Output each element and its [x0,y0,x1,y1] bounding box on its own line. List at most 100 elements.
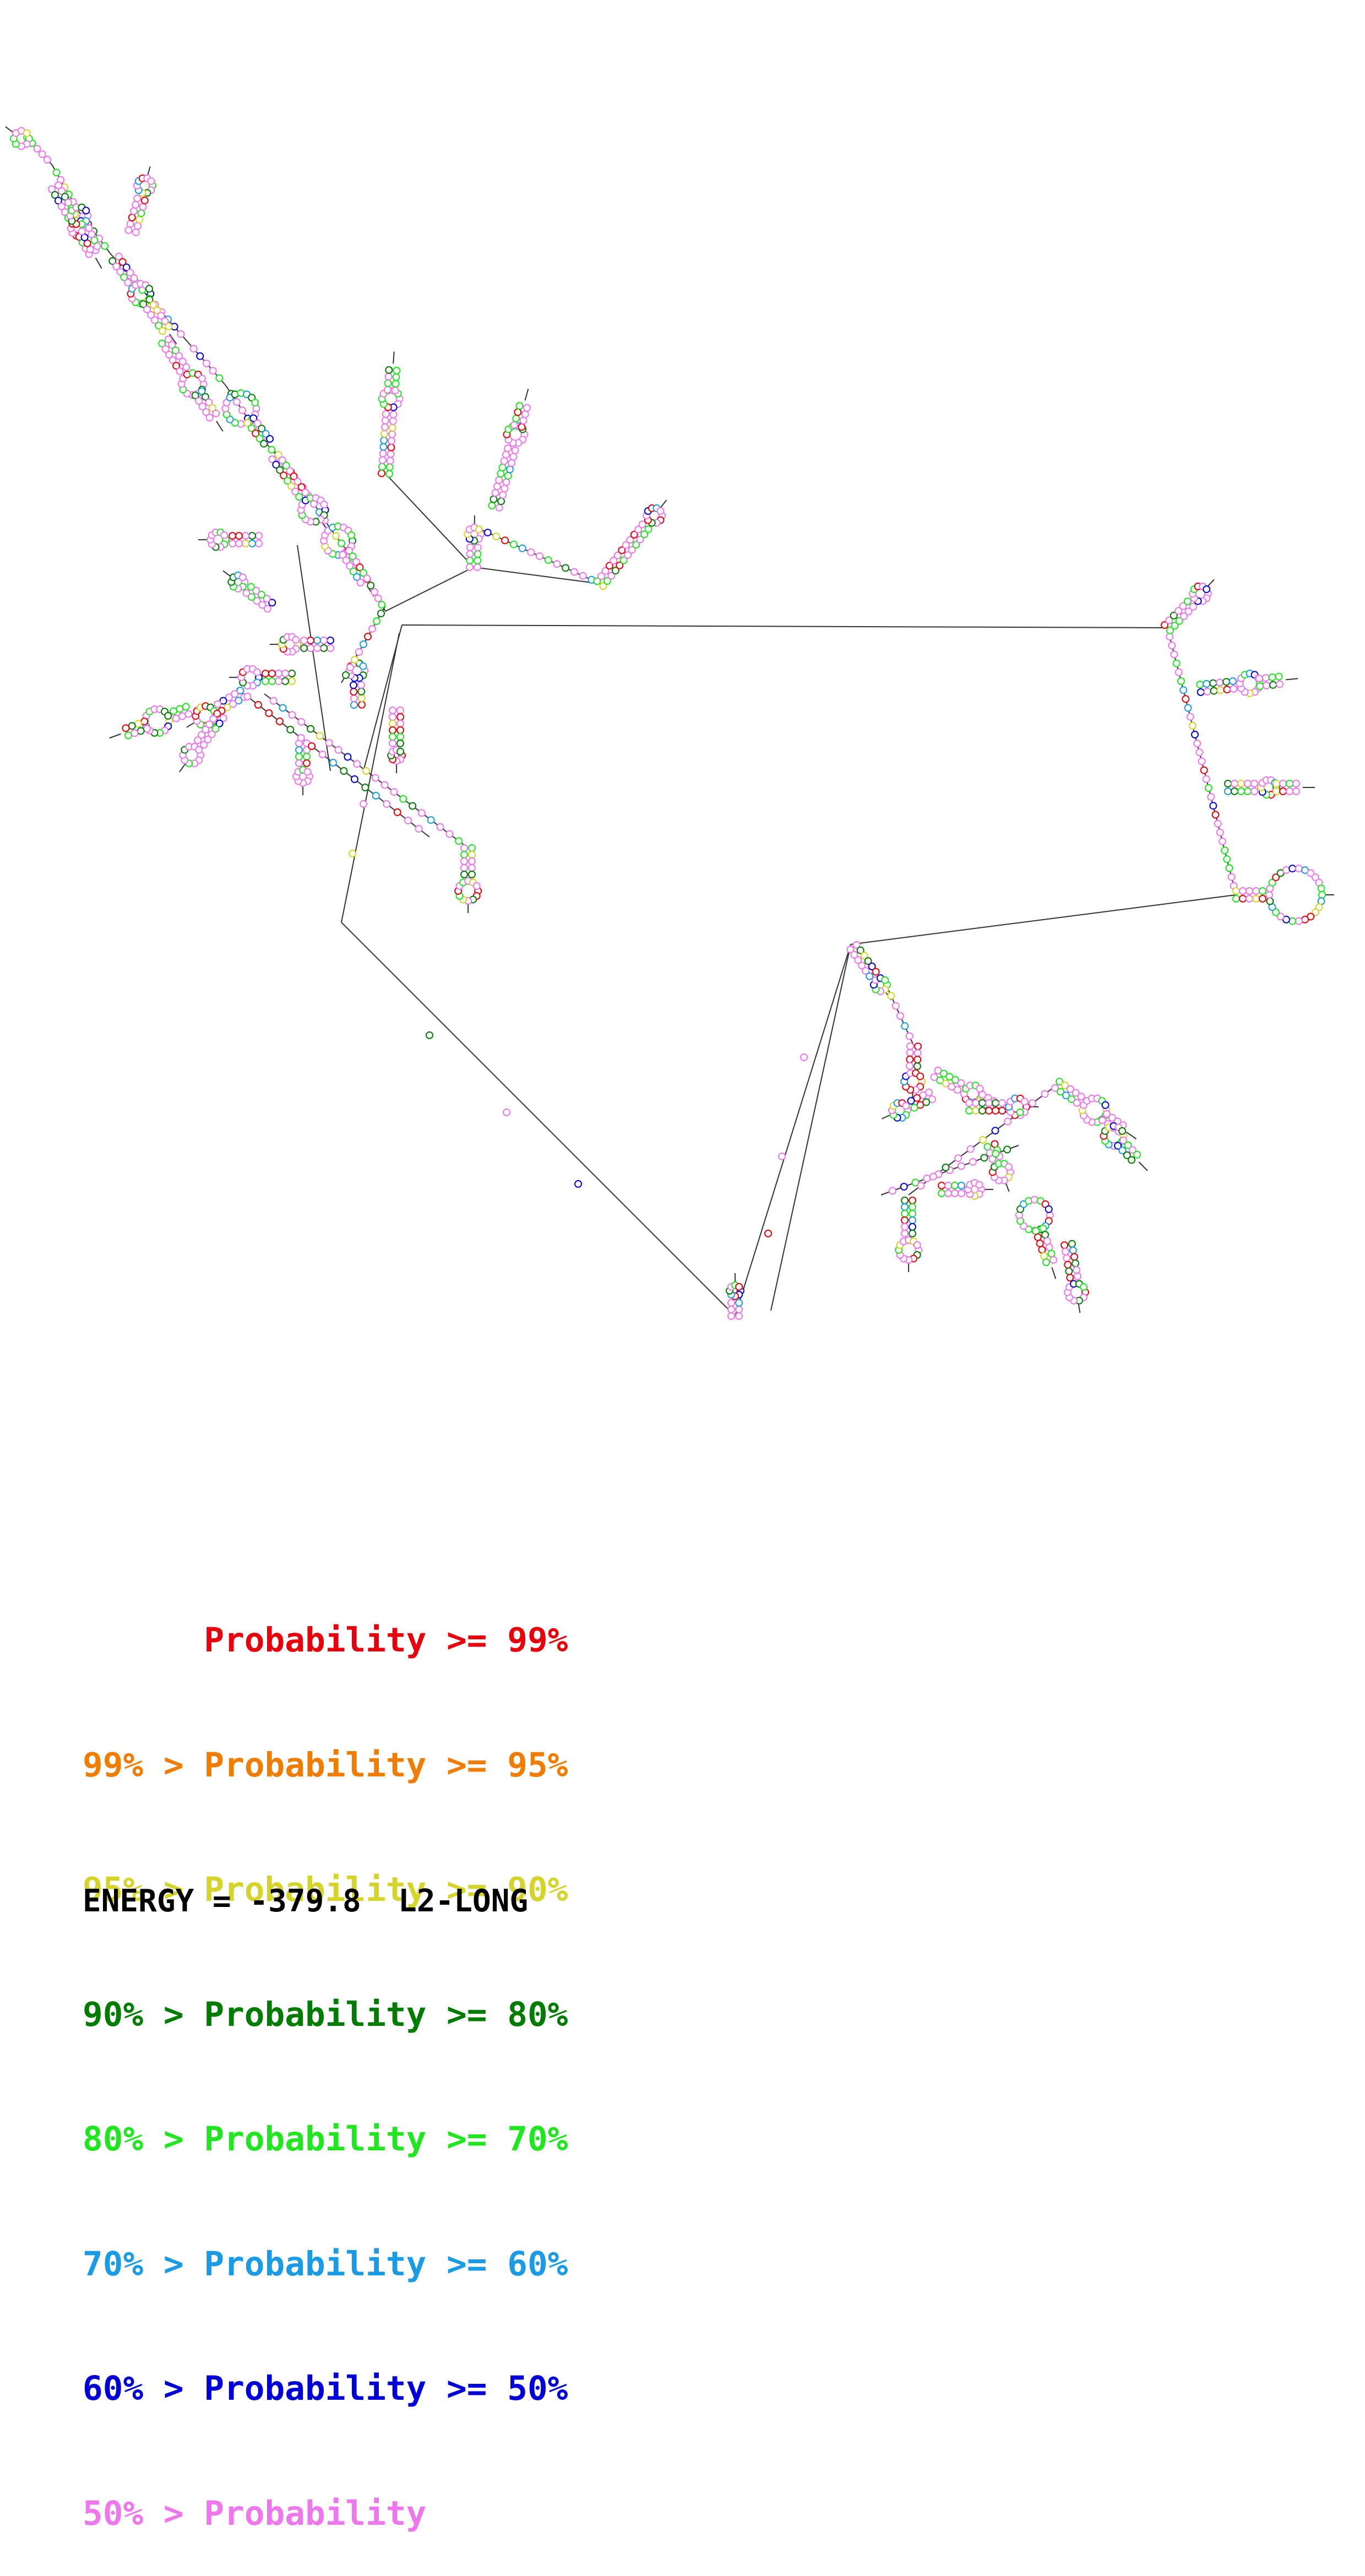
nucleotide [999,1107,1005,1114]
nucleotide [498,498,504,504]
nucleotide [492,490,499,496]
nucleotide [229,532,236,539]
nucleotide [390,411,397,418]
nucleotide [1029,1100,1036,1106]
nucleotide [901,1183,907,1190]
nucleotide [254,669,260,676]
nucleotide [901,1197,908,1204]
nucleotide [382,782,388,789]
nucleotide [461,871,467,878]
nucleotide [214,701,221,708]
nucleotide [966,1100,972,1106]
nucleotide [298,735,304,741]
nucleotide [901,1230,908,1237]
nucleotide [1074,1100,1080,1106]
nucleotide [1221,847,1228,854]
nucleotide [1005,1164,1012,1170]
nucleotide [183,703,189,710]
nucleotide [571,569,578,575]
nucleotide [327,645,334,651]
nucleotide [1040,1225,1046,1232]
nucleotide [363,575,370,582]
nucleotide [1228,874,1235,881]
nucleotide [503,1109,510,1116]
long-range-link [341,922,735,1316]
nucleotide [1251,780,1258,787]
nucleotide [906,1063,913,1069]
nucleotide [146,285,153,292]
nucleotide [1176,669,1182,676]
nucleotide [1044,1238,1051,1244]
nucleotide [282,670,289,677]
nucleotide [1069,1241,1075,1247]
nucleotide-layer [10,128,1325,1319]
nucleotide [373,618,380,624]
nucleotide [1119,1128,1125,1134]
nucleotide [970,1159,976,1165]
nucleotide [269,678,275,684]
nucleotide [327,637,334,644]
nucleotide [1071,1254,1078,1260]
nucleotide [1215,820,1221,827]
nucleotide [1168,642,1175,649]
legend-row-8-prefix: 50% > [83,2494,204,2533]
nucleotide [906,1056,913,1063]
nucleotide [469,845,475,851]
nucleotide [236,532,242,539]
nucleotide [507,466,513,473]
nucleotide [320,637,327,644]
nucleotide [980,1137,986,1143]
nucleotide [1070,1247,1076,1254]
nucleotide [728,1313,735,1319]
nucleotide [909,1224,916,1230]
nucleotide [360,663,367,670]
nucleotide [1189,722,1196,729]
probability-legend: Probability >= 99% 99% > Probability >= … [83,1536,568,2576]
legend-row-7-text: Probability >= 50% [204,2369,568,2408]
nucleotide [514,409,521,416]
nucleotide [389,431,395,438]
nucleotide [516,403,523,409]
nucleotide [314,645,320,651]
nucleotide [908,1097,915,1104]
nucleotide [378,610,384,617]
nucleotide [362,784,368,791]
nucleotide [144,725,150,732]
nucleotide [213,410,219,417]
nucleotide [385,373,392,380]
nucleotide [1238,788,1244,795]
nucleotide [909,1210,916,1217]
nucleotide [197,353,203,360]
legend-row-2-prefix: 99% > [83,1746,204,1785]
nucleotide [496,504,503,511]
legend-row-5-text: Probability >= 70% [204,2120,568,2159]
nucleotide [397,714,404,720]
legend-row-5-prefix: 80% > [83,2120,204,2159]
nucleotide [1244,788,1251,795]
index-tick [96,258,102,268]
legend-row-6: 70% > Probability >= 60% [83,2243,568,2285]
nucleotide [255,540,262,547]
nucleotide [736,1313,742,1319]
index-tick [216,421,223,432]
nucleotide [1178,678,1184,684]
nucleotide [475,551,481,557]
nucleotide [475,544,481,551]
nucleotide [657,508,664,514]
nucleotide [134,222,141,229]
nucleotide [1203,681,1210,687]
nucleotide [387,458,394,464]
nucleotide [1219,838,1226,845]
nucleotide [1184,598,1191,605]
nucleotide [307,726,314,732]
nucleotide [127,221,134,227]
nucleotide [248,584,254,590]
nucleotide [385,380,391,387]
nucleotide [474,883,480,889]
nucleotide [418,809,425,816]
nucleotide [1216,679,1223,686]
nucleotide [1102,1102,1109,1108]
nucleotide [242,532,249,539]
nucleotide [901,1224,908,1230]
nucleotide [1080,1284,1087,1290]
